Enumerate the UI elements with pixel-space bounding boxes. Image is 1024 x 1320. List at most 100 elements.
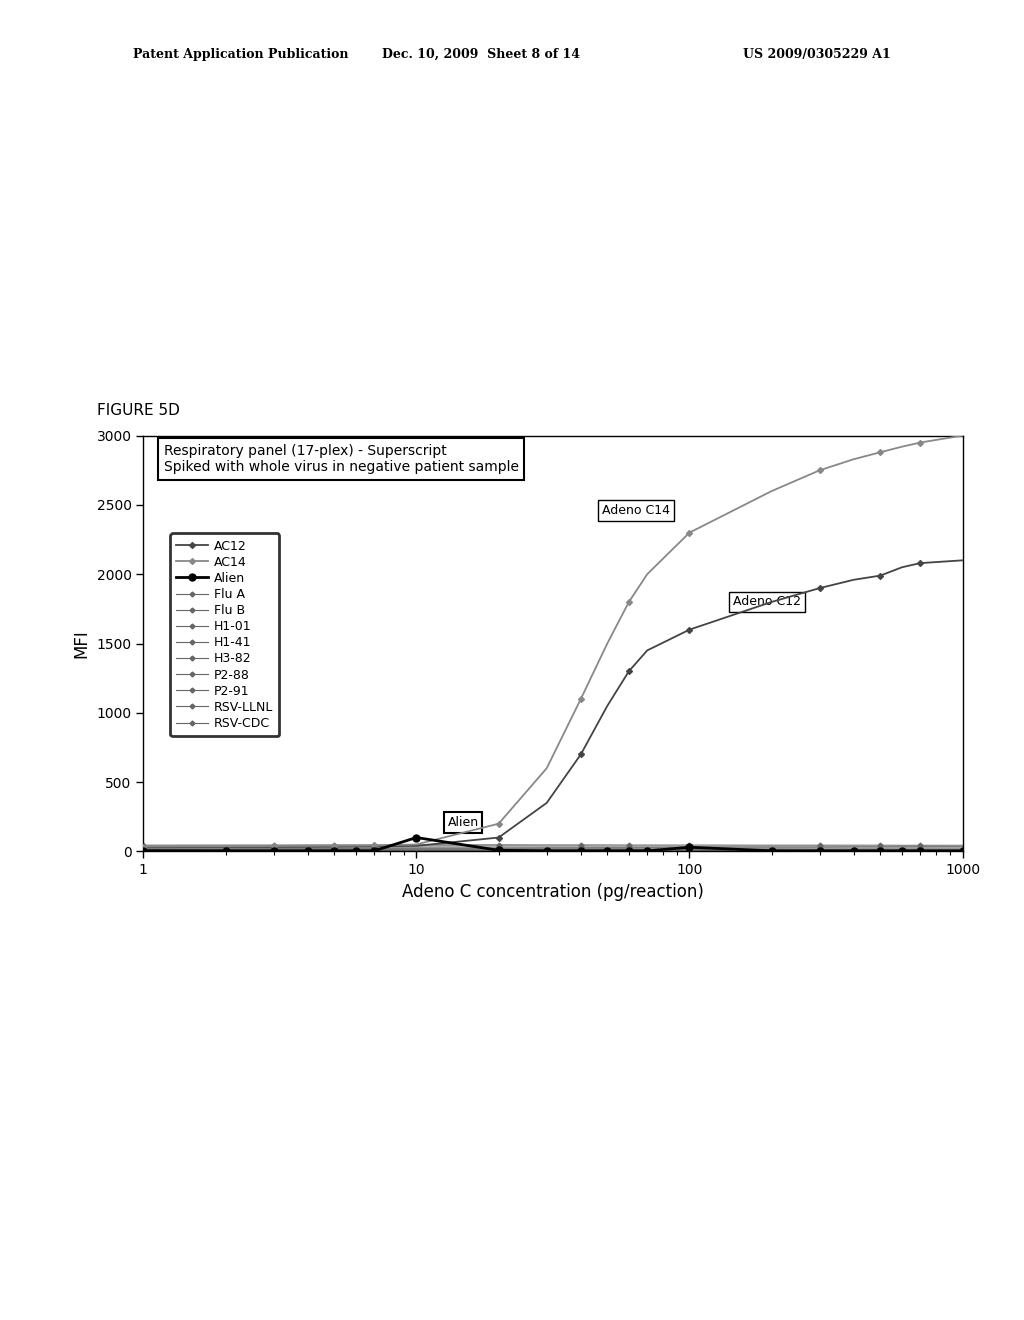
H1-01 bbox=[411, 840, 423, 855]
RSV-CDC bbox=[956, 843, 969, 859]
Alien bbox=[411, 830, 423, 846]
Flu A bbox=[601, 837, 613, 853]
Flu A bbox=[350, 837, 362, 853]
H3-82 bbox=[267, 841, 280, 857]
AC12 bbox=[328, 838, 340, 854]
Flu B bbox=[137, 838, 150, 854]
Flu A bbox=[574, 837, 587, 853]
Flu A bbox=[328, 837, 340, 853]
Alien bbox=[493, 842, 505, 858]
H3-82 bbox=[896, 842, 908, 858]
AC14 bbox=[267, 838, 280, 854]
AC12 bbox=[267, 840, 280, 855]
extra bbox=[350, 843, 362, 859]
P2-91 bbox=[914, 842, 927, 858]
RSV-CDC bbox=[328, 843, 340, 859]
H3-82 bbox=[493, 841, 505, 857]
AC14 bbox=[641, 566, 653, 582]
Alien bbox=[541, 843, 553, 859]
P2-88 bbox=[493, 842, 505, 858]
P2-88 bbox=[350, 842, 362, 858]
RSV-CDC bbox=[814, 843, 826, 859]
AC14 bbox=[814, 462, 826, 478]
P2-88 bbox=[574, 842, 587, 858]
P2-88 bbox=[328, 842, 340, 858]
extra bbox=[493, 843, 505, 859]
H1-01 bbox=[623, 840, 635, 855]
P2-91 bbox=[956, 842, 969, 858]
extra bbox=[814, 843, 826, 859]
extra bbox=[956, 843, 969, 859]
H1-41 bbox=[350, 841, 362, 857]
AC12 bbox=[574, 747, 587, 763]
Alien bbox=[641, 843, 653, 859]
H3-82 bbox=[541, 842, 553, 858]
P2-88 bbox=[641, 842, 653, 858]
Text: Alien: Alien bbox=[447, 816, 478, 829]
P2-88 bbox=[623, 842, 635, 858]
Y-axis label: MFI: MFI bbox=[73, 630, 91, 657]
AC12 bbox=[541, 795, 553, 810]
Alien bbox=[137, 842, 150, 858]
H1-41 bbox=[683, 841, 695, 857]
P2-88 bbox=[601, 842, 613, 858]
Line: RSV-CDC: RSV-CDC bbox=[141, 849, 965, 853]
Flu B bbox=[683, 838, 695, 854]
Text: FIGURE 5D: FIGURE 5D bbox=[97, 403, 180, 417]
Line: AC12: AC12 bbox=[141, 558, 965, 849]
Flu A bbox=[641, 837, 653, 853]
RSV-LLNL bbox=[601, 843, 613, 859]
Flu A bbox=[874, 837, 887, 853]
P2-91 bbox=[623, 842, 635, 858]
P2-88 bbox=[814, 842, 826, 858]
AC12 bbox=[302, 838, 314, 854]
P2-91 bbox=[219, 842, 231, 858]
Flu A bbox=[493, 837, 505, 853]
H3-82 bbox=[219, 842, 231, 858]
H1-01 bbox=[766, 840, 778, 855]
RSV-LLNL bbox=[368, 842, 380, 858]
extra bbox=[848, 843, 860, 859]
P2-88 bbox=[267, 842, 280, 858]
Alien bbox=[683, 840, 695, 855]
AC12 bbox=[411, 838, 423, 854]
RSV-LLNL bbox=[267, 843, 280, 859]
Flu B bbox=[601, 838, 613, 854]
Line: Flu A: Flu A bbox=[141, 843, 965, 847]
Flu A bbox=[267, 837, 280, 853]
Line: RSV-LLNL: RSV-LLNL bbox=[141, 849, 965, 853]
H3-82 bbox=[874, 842, 887, 858]
extra bbox=[914, 843, 927, 859]
extra bbox=[766, 843, 778, 859]
RSV-CDC bbox=[766, 843, 778, 859]
AC14 bbox=[601, 636, 613, 652]
RSV-CDC bbox=[683, 843, 695, 859]
P2-88 bbox=[956, 842, 969, 858]
H1-41 bbox=[493, 841, 505, 857]
AC14 bbox=[411, 837, 423, 853]
P2-91 bbox=[493, 842, 505, 858]
AC12 bbox=[956, 553, 969, 569]
Text: Adeno C12: Adeno C12 bbox=[733, 595, 801, 609]
H1-01 bbox=[814, 840, 826, 855]
AC12 bbox=[848, 572, 860, 587]
RSV-CDC bbox=[574, 843, 587, 859]
P2-88 bbox=[896, 842, 908, 858]
P2-91 bbox=[541, 842, 553, 858]
P2-88 bbox=[368, 842, 380, 858]
H1-41 bbox=[302, 841, 314, 857]
RSV-CDC bbox=[137, 843, 150, 859]
H1-01 bbox=[328, 840, 340, 855]
H1-01 bbox=[848, 840, 860, 855]
AC12 bbox=[493, 830, 505, 846]
RSV-CDC bbox=[368, 843, 380, 859]
Alien bbox=[814, 843, 826, 859]
P2-88 bbox=[766, 842, 778, 858]
Flu B bbox=[814, 838, 826, 854]
P2-91 bbox=[683, 842, 695, 858]
P2-91 bbox=[766, 842, 778, 858]
extra bbox=[302, 843, 314, 859]
RSV-LLNL bbox=[328, 842, 340, 858]
Alien bbox=[874, 843, 887, 859]
RSV-LLNL bbox=[219, 843, 231, 859]
